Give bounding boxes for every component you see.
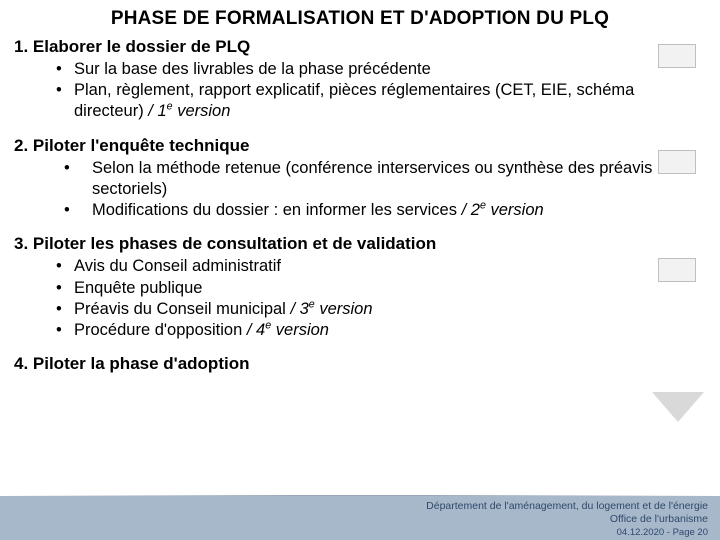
footer-dept: Département de l'aménagement, du logemen… [426,500,708,526]
section-head-1: 1. Elaborer le dossier de PLQ [14,36,706,57]
section-2: 2. Piloter l'enquête techniqueSelon la m… [14,135,706,222]
section-3: 3. Piloter les phases de consultation et… [14,233,706,341]
bullet-1-1: Sur la base des livrables de la phase pr… [56,59,706,80]
footer-dept-line1: Département de l'aménagement, du logemen… [426,500,708,513]
footer-dept-line2: Office de l'urbanisme [426,513,708,526]
section-head-2: 2. Piloter l'enquête technique [14,135,706,156]
flow-box-2 [658,150,696,174]
bullet-2-1: Selon la méthode retenue (conférence int… [64,158,706,200]
footer-bar: Département de l'aménagement, du logemen… [0,496,720,540]
section-head-3: 3. Piloter les phases de consultation et… [14,233,706,254]
bullet-3-1: Avis du Conseil administratif [56,256,706,277]
bullet-2-2: Modifications du dossier : en informer l… [64,200,706,221]
bullet-list-2: Selon la méthode retenue (conférence int… [14,158,706,221]
bullet-3-2: Enquête publique [56,278,706,299]
bullet-3-4: Procédure d'opposition / 4e version [56,320,706,341]
slide-root: PHASE DE FORMALISATION ET D'ADOPTION DU … [0,0,720,540]
section-4: 4. Piloter la phase d'adoption [14,353,706,374]
section-1: 1. Elaborer le dossier de PLQSur la base… [14,36,706,123]
bullet-3-3: Préavis du Conseil municipal / 3e versio… [56,299,706,320]
content-area: 1. Elaborer le dossier de PLQSur la base… [0,36,720,374]
arrow-down-icon [652,392,704,422]
footer-date-page: 04.12.2020 - Page 20 [617,527,708,538]
bullet-list-3: Avis du Conseil administratifEnquête pub… [14,256,706,340]
footer: RÉPUBLIQUEET CANTONDE GENÈVE Département… [0,496,720,540]
flow-box-3 [658,258,696,282]
slide-title: PHASE DE FORMALISATION ET D'ADOPTION DU … [0,0,720,36]
section-head-4: 4. Piloter la phase d'adoption [14,353,706,374]
bullet-list-1: Sur la base des livrables de la phase pr… [14,59,706,122]
bullet-1-2: Plan, règlement, rapport explicatif, piè… [56,80,706,122]
flow-box-1 [658,44,696,68]
